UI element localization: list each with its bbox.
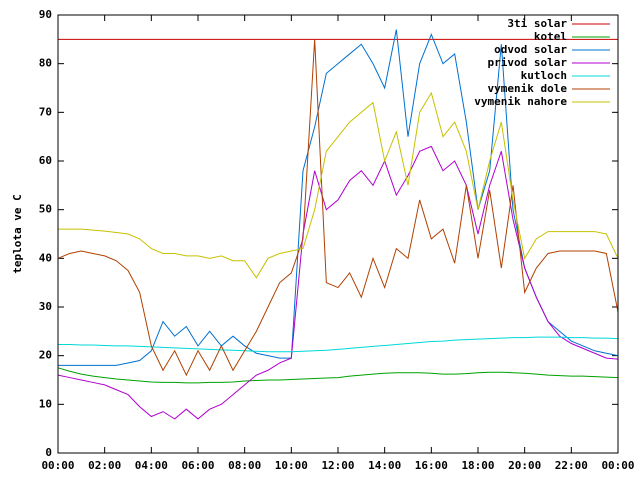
y-tick-label: 70	[39, 105, 52, 118]
x-tick-label: 02:00	[88, 459, 121, 472]
plot-border	[57, 14, 619, 454]
x-tick-label: 08:00	[228, 459, 261, 472]
legend-label: vymenik nahore	[474, 95, 567, 108]
legend-label: 3ti solar	[507, 17, 567, 30]
series-line	[58, 336, 619, 353]
y-tick-label: 20	[39, 349, 52, 362]
x-tick-label: 10:00	[275, 459, 308, 472]
y-tick-label: 40	[39, 251, 52, 264]
y-tick-label: 0	[45, 446, 52, 459]
legend-label: kotel	[534, 30, 567, 43]
y-tick-label: 60	[39, 154, 52, 167]
x-tick-label: 06:00	[181, 459, 214, 472]
x-tick-label: 22:00	[555, 459, 588, 472]
series-line	[57, 145, 619, 420]
series-line	[57, 39, 619, 377]
y-tick-label: 50	[39, 203, 52, 216]
series-line	[57, 367, 619, 384]
x-tick-label: 20:00	[508, 459, 541, 472]
x-tick-label: 14:00	[368, 459, 401, 472]
y-tick-label: 90	[39, 8, 52, 21]
series-line	[58, 91, 619, 279]
legend-label: odvod solar	[494, 43, 567, 56]
x-tick-label: 16:00	[415, 459, 448, 472]
legend-label: kutloch	[521, 69, 567, 82]
x-tick-label: 18:00	[461, 459, 494, 472]
y-tick-label: 10	[39, 397, 52, 410]
x-tick-label: 12:00	[321, 459, 354, 472]
y-axis-label: teplota ve C	[11, 194, 24, 273]
y-tick-label: 30	[39, 300, 52, 313]
y-tick-label: 80	[39, 57, 52, 70]
legend-label: privod solar	[488, 56, 568, 69]
x-tick-label: 04:00	[135, 459, 168, 472]
x-tick-label: 00:00	[41, 459, 74, 472]
legend-label: vymenik dole	[488, 82, 568, 95]
x-tick-label: 00:00	[601, 459, 634, 472]
